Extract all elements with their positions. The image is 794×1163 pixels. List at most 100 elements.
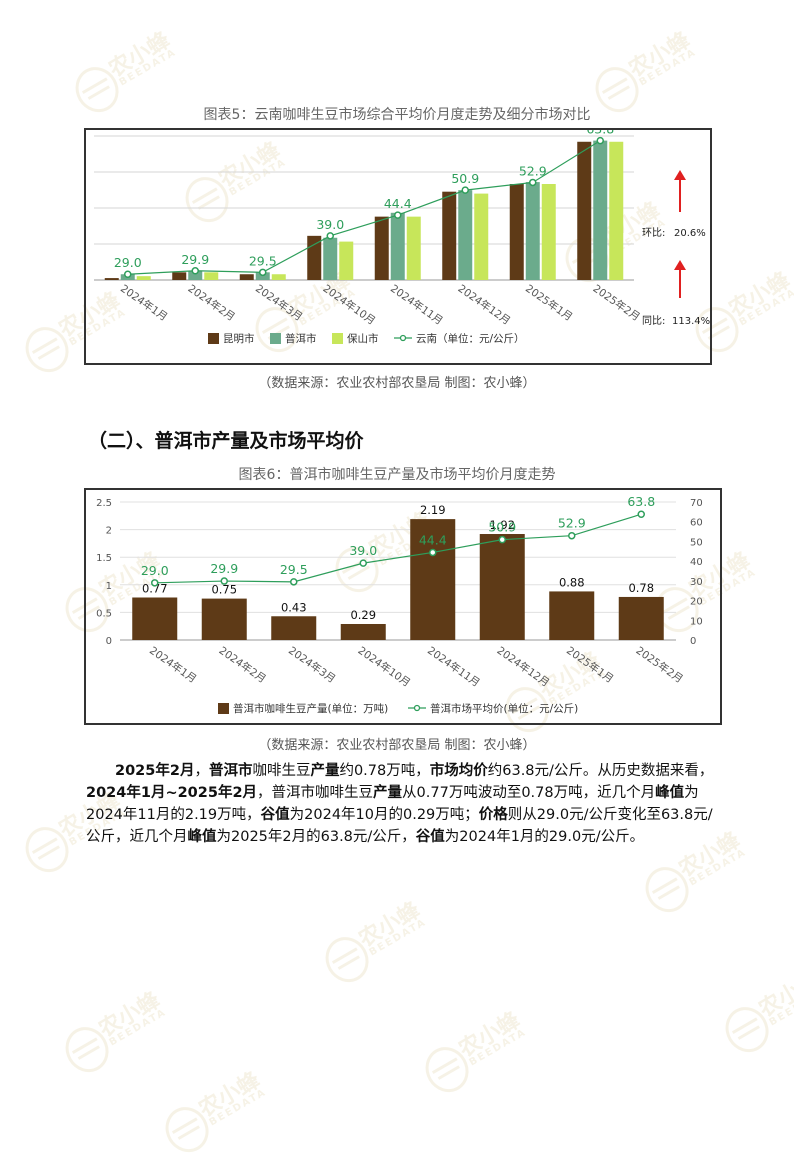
x-tick-label: 2024年2月 — [186, 282, 238, 324]
bar-昆明市 — [374, 216, 389, 280]
y-left-tick: 2 — [106, 526, 112, 537]
analysis-paragraph: 2025年2月，普洱市咖啡生豆产量约0.78万吨，市场均价约63.8元/公斤。从… — [86, 760, 722, 848]
bar-production — [132, 597, 178, 640]
line-data-label: 39.0 — [316, 217, 344, 232]
y-left-tick: 1.5 — [96, 553, 112, 564]
x-tick-label: 2025年1月 — [564, 644, 616, 686]
x-tick-label: 2024年10月 — [356, 644, 414, 690]
legend-swatch — [218, 703, 229, 714]
bar-普洱市 — [593, 140, 608, 280]
line-point — [461, 186, 469, 194]
line-point — [568, 531, 576, 540]
fig6-chart: 0 0.5 1 1.5 2 2.5 0 10 20 30 40 50 60 70 0.77 2024年1月 0.… — [96, 494, 703, 715]
bar-普洱市 — [255, 272, 270, 280]
para-period: 2024年1月~2025年2月 — [86, 785, 258, 801]
para-keyword: 谷值 — [260, 807, 290, 823]
x-tick-label: 2025年2月 — [591, 282, 643, 324]
fig6-chart-frame: 0 0.5 1 1.5 2 2.5 0 10 20 30 40 50 60 70 0.77 2024年1月 0.… — [84, 488, 722, 725]
bar-昆明市 — [239, 274, 254, 280]
watermark-logo: 农小蜂 BEEDATA — [52, 977, 177, 1084]
para-keyword: 谷值 — [415, 829, 445, 845]
y-right-tick: 40 — [690, 557, 703, 568]
line-point — [124, 270, 132, 278]
para-keyword: 市场均价 — [429, 763, 488, 779]
x-tick-label: 2025年2月 — [634, 644, 686, 686]
y-left-tick: 1 — [106, 581, 112, 592]
x-tick-label: 2025年1月 — [523, 282, 575, 324]
para-date: 2025年2月 — [115, 763, 195, 779]
line-data-label: 29.0 — [114, 255, 142, 270]
bar-production — [410, 519, 456, 640]
line-data-label: 29.9 — [210, 561, 238, 576]
line-point — [151, 579, 159, 587]
fig6-source: （数据来源：农业农村部农垦局 制图：农小蜂） — [258, 738, 536, 753]
line-point — [259, 268, 267, 277]
x-tick-label: 2024年12月 — [495, 644, 553, 690]
line-point — [429, 548, 437, 557]
line-data-label: 44.4 — [384, 196, 412, 211]
y-right-tick: 30 — [690, 577, 703, 588]
bar-data-label: 0.43 — [281, 600, 307, 614]
bar-保山市 — [136, 276, 151, 280]
line-price — [154, 513, 642, 584]
bar-昆明市 — [104, 278, 119, 280]
bar-保山市 — [474, 193, 489, 280]
legend-label: 昆明市 — [223, 332, 255, 345]
x-tick-label: 2024年11月 — [425, 644, 483, 690]
para-text: 约63.8元/公斤。从历史数据来看， — [487, 763, 714, 779]
y-right-tick: 50 — [690, 537, 703, 548]
para-text: 咖啡生豆 — [252, 763, 311, 779]
huanbi-value: 20.6% — [674, 228, 706, 239]
y-right-tick: 70 — [690, 498, 703, 509]
line-point — [220, 577, 228, 585]
line-data-label: 29.5 — [249, 253, 277, 268]
line-point — [529, 178, 537, 187]
line-data-label: 29.0 — [141, 563, 169, 578]
para-text: ，普洱市咖啡生豆 — [257, 785, 374, 801]
y-right-tick: 0 — [690, 636, 696, 647]
line-yunnan — [127, 140, 601, 275]
line-data-label: 29.5 — [280, 562, 308, 577]
line-point — [191, 267, 199, 275]
fig5-source: （数据来源：农业农村部农垦局 制图：农小蜂） — [258, 376, 536, 391]
up-arrow-icon-head — [674, 260, 686, 270]
legend-label: 云南（单位：元/公斤） — [416, 332, 525, 345]
para-keyword: 峰值 — [655, 785, 685, 801]
bar-保山市 — [609, 141, 624, 280]
tongbi-value: 113.4% — [672, 316, 710, 327]
bar-data-label: 0.78 — [628, 581, 654, 595]
line-data-label: 63.8 — [586, 130, 614, 137]
legend-label: 普洱市 — [285, 332, 317, 345]
watermark-logo: 农小蜂 BEEDATA — [152, 1057, 277, 1163]
line-point — [290, 578, 298, 586]
bar-普洱市 — [458, 190, 473, 280]
huanbi-label: 环比: — [642, 227, 665, 239]
bar-production — [479, 534, 525, 640]
y-right-tick: 10 — [690, 616, 703, 627]
tongbi-label: 同比: — [642, 315, 665, 327]
bar-普洱市 — [525, 182, 540, 280]
bar-普洱市 — [323, 237, 338, 280]
x-tick-label: 2024年1月 — [147, 644, 199, 686]
x-tick-label: 2024年1月 — [118, 282, 170, 324]
watermark-logo: 农小蜂 BEEDATA — [412, 997, 537, 1104]
x-tick-label: 2024年10月 — [321, 282, 379, 328]
legend-swatch — [270, 333, 281, 344]
para-text: 为2024年10月的0.29万吨； — [289, 807, 479, 823]
section-title: （二）、普洱市产量及市场平均价 — [88, 430, 364, 452]
bar-昆明市 — [509, 184, 524, 280]
line-data-label: 52.9 — [519, 163, 547, 178]
legend-label: 普洱市咖啡生豆产量(单位：万吨) — [233, 702, 388, 715]
bar-保山市 — [406, 216, 421, 280]
bar-data-label: 0.88 — [559, 575, 585, 589]
x-tick-label: 2024年11月 — [388, 282, 446, 328]
fig6-title: 图表6：普洱市咖啡生豆产量及市场平均价月度走势 — [238, 467, 556, 483]
line-data-label: 50.9 — [488, 520, 516, 535]
para-keyword: 产量 — [310, 763, 340, 779]
y-right-tick: 60 — [690, 518, 703, 529]
bar-data-label: 0.77 — [142, 581, 168, 595]
para-region: 普洱市 — [208, 763, 253, 779]
bar-data-label: 0.29 — [350, 608, 376, 622]
legend-label: 普洱市场平均价(单位：元/公斤) — [430, 702, 578, 715]
watermark-logo: 农小蜂 BEEDATA — [312, 887, 437, 994]
